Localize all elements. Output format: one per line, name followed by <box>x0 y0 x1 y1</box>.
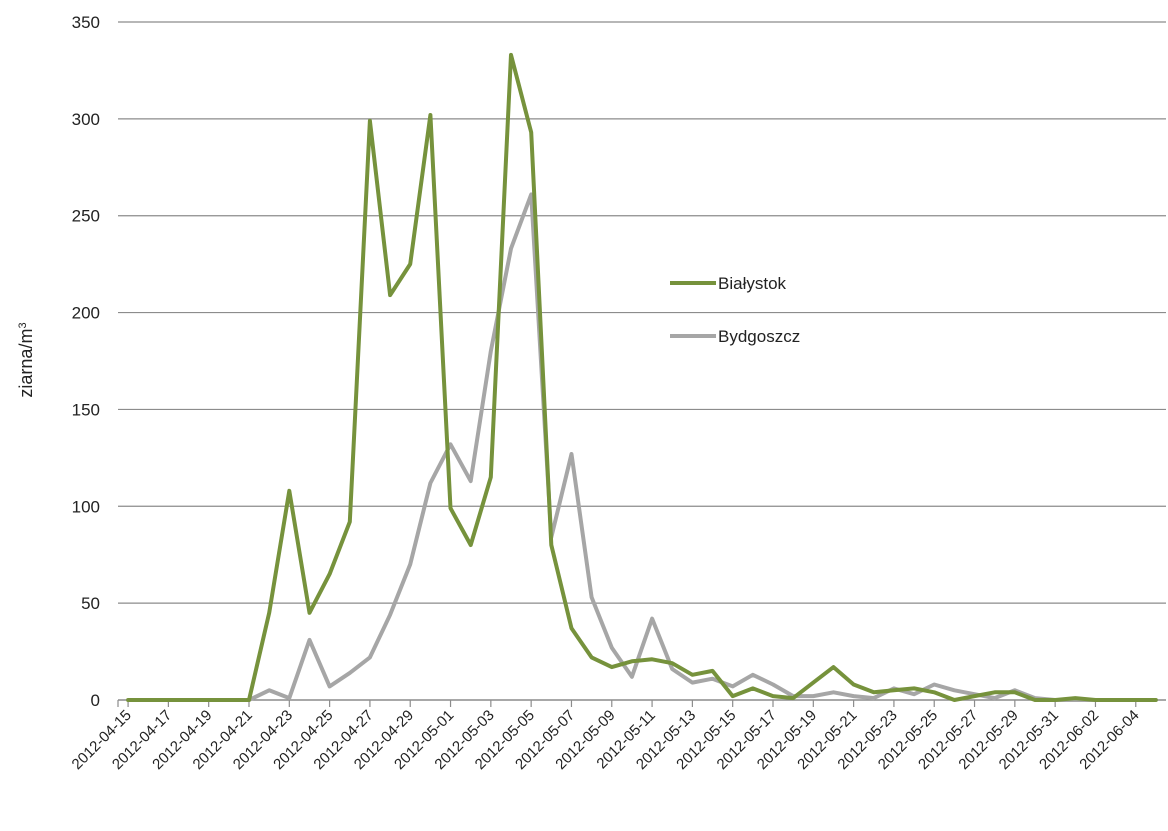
x-axis-ticks: 2012-04-152012-04-172012-04-192012-04-21… <box>69 700 1143 773</box>
gridlines <box>118 21 1166 604</box>
y-tick-label-0: 0 <box>91 691 100 710</box>
y-tick-label-250: 250 <box>72 207 100 226</box>
legend-label-1: Bydgoszcz <box>718 327 800 346</box>
series-layer <box>126 52 1158 702</box>
y-tick-label-150: 150 <box>72 400 100 419</box>
y-tick-label-100: 100 <box>72 497 100 516</box>
series-line-0 <box>126 52 1158 702</box>
y-tick-label-350: 350 <box>72 13 100 32</box>
y-axis-label: ziarna/m3 <box>16 322 36 397</box>
legend: Białystok Bydgoszcz <box>670 274 800 346</box>
series-line-1 <box>226 192 1118 702</box>
x-axis <box>117 699 1166 707</box>
legend-label-0: Białystok <box>718 274 787 293</box>
y-tick-label-50: 50 <box>81 594 100 613</box>
y-axis-ticks: 0 50 100 150 200 250 300 350 <box>72 13 100 710</box>
y-tick-label-300: 300 <box>72 110 100 129</box>
y-tick-label-200: 200 <box>72 304 100 323</box>
